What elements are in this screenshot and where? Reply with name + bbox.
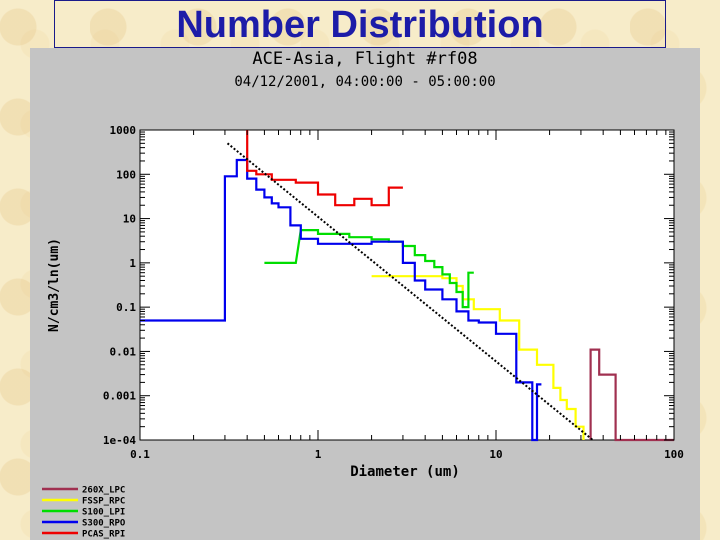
y-tick-label: 1000 — [110, 124, 137, 137]
legend-label: S100_LPI — [82, 508, 125, 518]
series-line-fssp-rpc — [371, 275, 585, 440]
y-tick-label: 0.1 — [116, 301, 136, 314]
ticks-layer: 0.1 1 10 100 1e-04 0.001 0.01 0.1 1 10 100 1000 — [103, 124, 684, 461]
plot-panel: ACE-Asia, Flight #rf08 04/12/2001, 04:00… — [30, 48, 700, 540]
y-tick-label: 100 — [116, 168, 136, 181]
plot-area — [139, 129, 675, 441]
series-layer — [140, 130, 674, 442]
legend-label: PCAS_RPI — [82, 530, 125, 540]
x-tick-label: 10 — [489, 448, 502, 461]
x-tick-label: 0.1 — [130, 448, 150, 461]
y-tick-label: 1 — [129, 257, 136, 270]
chart-subtitle: 04/12/2001, 04:00:00 - 05:00:00 — [234, 74, 495, 90]
size-distribution-chart: ACE-Asia, Flight #rf08 04/12/2001, 04:00… — [42, 49, 684, 540]
legend-label: S300_RPO — [82, 519, 126, 529]
legend-label: FSSP_RPC — [82, 497, 125, 507]
series-line-pcas-rpi — [246, 130, 403, 207]
title-box: Number Distribution — [54, 0, 666, 48]
x-axis-label: Diameter (um) — [350, 464, 460, 480]
x-tick-label: 100 — [664, 448, 684, 461]
x-tick-label: 1 — [315, 448, 322, 461]
y-tick-label: 1e-04 — [103, 434, 136, 447]
series-line-s300-rpo — [140, 158, 542, 442]
y-tick-label: 0.01 — [110, 345, 137, 358]
chart-title: ACE-Asia, Flight #rf08 — [252, 49, 477, 69]
reference-dotted-line — [226, 142, 594, 441]
slide-title: Number Distribution — [176, 4, 544, 46]
y-tick-label: 10 — [123, 213, 136, 226]
series-line-260x-lpc — [589, 348, 674, 442]
y-axis-label: N/cm3/ln(um) — [47, 238, 62, 332]
series-line-s100-lpi — [264, 229, 474, 309]
legend-label: 260X_LPC — [82, 486, 125, 496]
y-tick-label: 0.001 — [103, 390, 136, 403]
